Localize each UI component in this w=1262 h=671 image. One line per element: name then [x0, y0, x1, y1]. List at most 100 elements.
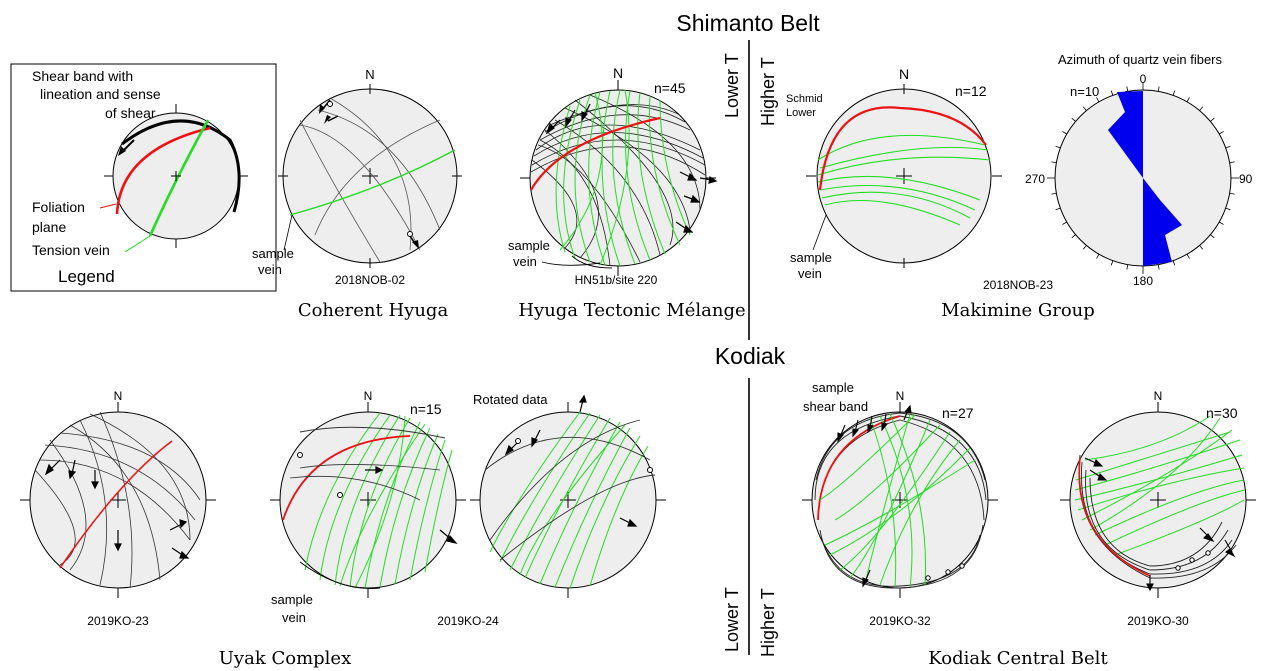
kodiak-central-group: Kodiak Central Belt [928, 648, 1108, 669]
makimine-projection-2: Lower [786, 107, 816, 119]
melange-count: n=45 [654, 80, 686, 96]
legend-foliation-2: plane [32, 219, 66, 235]
ko30-count: n=30 [1206, 405, 1238, 421]
rose-tick-mark [1055, 207, 1061, 211]
rose-tick-mark [1082, 245, 1087, 250]
makimine-sample: 2018NOB-23 [983, 278, 1053, 292]
coherent-note-1: sample [252, 246, 294, 261]
rose-title: Azimuth of quartz vein fibers [1058, 52, 1223, 67]
rose-tick-mark [1062, 221, 1067, 225]
melange-north: N [613, 65, 623, 81]
stereonet-coherent-hyuga: N sample vein 2018NOB-02 Coherent Hyuga [252, 67, 462, 321]
coherent-sample: 2018NOB-02 [335, 273, 405, 287]
rose-tick-90: 90 [1239, 172, 1253, 186]
ko32-north: N [896, 389, 905, 403]
rose-count: n=10 [1070, 84, 1099, 99]
rose-tick-mark [1210, 117, 1215, 122]
melange-sample: HN51b/site 220 [575, 273, 658, 287]
makimine-projection-1: Schmid [786, 93, 823, 105]
ko32-count: n=27 [942, 405, 974, 421]
ko24-sample: 2019KO-24 [437, 614, 499, 628]
ko23-north: N [114, 389, 123, 403]
makimine-note-2: vein [798, 266, 822, 281]
stereonet-ko23: N 2019KO-23 [20, 389, 216, 628]
ko23-sample: 2019KO-23 [87, 614, 149, 628]
stereonet-hyuga-melange: N n=45 sample vein HN51b/site 220 Hyuga … [508, 65, 746, 321]
legend-tension: Tension vein [32, 242, 110, 258]
ko24-north: N [364, 389, 373, 403]
rose-tick-mark [1051, 192, 1057, 195]
coherent-north: N [365, 67, 374, 82]
rose-tick-mark [1110, 260, 1114, 266]
rose-tick-mark [1229, 192, 1235, 195]
kodiak-heading: Kodiak [715, 343, 786, 369]
stereonet-ko32: N n=27 sample shear band 2019KO-32 [802, 380, 998, 628]
ko30-sample: 2019KO-30 [1127, 614, 1189, 628]
legend: Shear band with lineation and sense of s… [10, 63, 277, 292]
rose-tick-0: 0 [1140, 72, 1147, 86]
rose-tick-mark [1055, 145, 1061, 149]
rose-tick-mark [1186, 254, 1190, 259]
ko30-north: N [1154, 389, 1163, 403]
rose-tick-mark [1219, 221, 1224, 225]
rose-tick-mark [1051, 161, 1057, 164]
rose-tick-mark [1126, 264, 1129, 270]
legend-shear-2: lineation and sense [40, 86, 161, 102]
makimine-north: N [899, 66, 909, 82]
melange-note-1: sample [508, 238, 550, 253]
ko24-note-1: sample [271, 592, 313, 607]
rose-tick-mark [1210, 234, 1215, 239]
ko32-sample: 2019KO-32 [869, 614, 931, 628]
rose-tick-mark [1229, 161, 1235, 164]
rose-tick-mark [1096, 254, 1100, 259]
ko32-note-1: sample [812, 380, 854, 395]
rose-tick-mark [1199, 106, 1204, 111]
makimine-group: Makimine Group [941, 300, 1095, 321]
rose-tick-mark [1071, 234, 1076, 239]
coherent-group: Coherent Hyuga [298, 300, 449, 321]
stereonet-ko30: N n=30 2019KO-30 [1060, 389, 1256, 628]
stereonet-rotated: Rotated data [470, 392, 666, 598]
rose-tick-mark [1225, 145, 1231, 149]
lower-t-top: Lower T [722, 53, 742, 118]
rose-tick-mark [1219, 131, 1224, 135]
ko32-note-2: shear band [803, 399, 868, 414]
rose-tick-mark [1071, 117, 1076, 122]
makimine-count: n=12 [955, 83, 987, 99]
ko24-count: n=15 [410, 401, 442, 417]
lower-t-bottom: Lower T [722, 587, 742, 652]
rose-tick-180: 180 [1133, 274, 1153, 288]
rose-tick-mark [1225, 207, 1231, 211]
stereonet-ko24: N n=15 sample vein 2019KO-24 [270, 389, 499, 628]
rose-tick-mark [1199, 245, 1204, 250]
rotated-title: Rotated data [473, 392, 548, 407]
rose-tick-mark [1172, 90, 1176, 96]
rose-tick-mark [1172, 260, 1176, 266]
higher-t-top: Higher T [758, 57, 778, 126]
legend-foliation-1: Foliation [32, 199, 85, 215]
uyak-group: Uyak Complex [219, 648, 351, 669]
legend-title: Legend [58, 267, 115, 286]
melange-note-2: vein [513, 254, 537, 269]
rose-diagram: Azimuth of quartz vein fibers n=10 0 90 … [1025, 52, 1253, 288]
legend-shear-1: Shear band with [32, 68, 133, 84]
rose-tick-mark [1082, 106, 1087, 111]
ko24-note-2: vein [282, 610, 306, 625]
rose-tick-mark [1157, 86, 1160, 92]
shimanto-heading: Shimanto Belt [676, 10, 820, 36]
higher-t-bottom: Higher T [758, 588, 778, 657]
rose-tick-mark [1157, 264, 1160, 270]
legend-shear-3: of shear [105, 105, 156, 121]
rose-tick-mark [1126, 86, 1129, 92]
rose-tick-mark [1062, 131, 1067, 135]
rose-tick-mark [1110, 90, 1114, 96]
rose-tick-270: 270 [1025, 172, 1045, 186]
rose-tick-mark [1186, 97, 1190, 102]
makimine-note-1: sample [790, 250, 832, 265]
coherent-note-2: vein [258, 262, 282, 277]
rose-tick-mark [1096, 97, 1100, 102]
melange-group: Hyuga Tectonic Mélange [518, 300, 745, 321]
stereonet-makimine: N n=12 Schmid Lower sample vein 2018NOB-… [786, 66, 1095, 321]
